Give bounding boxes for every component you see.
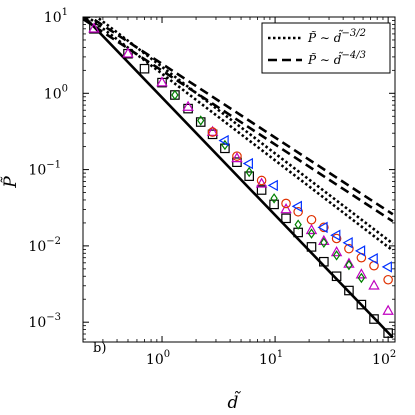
marker-square-16	[319, 256, 329, 267]
axis-ticks: 100 101 102 10−3 10−2 10−1 100 101	[28, 7, 396, 368]
marker-triangle-up-4	[206, 125, 219, 136]
marker-triangle-left-8	[367, 252, 378, 265]
x-tick-label: 102	[372, 349, 396, 368]
marker-diamond-5	[294, 219, 302, 230]
marker-square-12	[269, 199, 279, 210]
y-tick-label: 10−2	[28, 236, 61, 255]
y-tick-label: 101	[44, 7, 68, 26]
x-tick-label: 100	[146, 349, 170, 368]
marker-triangle-up-13	[368, 279, 380, 290]
data-markers	[88, 22, 394, 338]
marker-triangle-up-14	[382, 304, 394, 315]
fit-line-dashed-2	[83, 17, 394, 223]
marker-square-15	[306, 242, 317, 252]
x-axis-title: d̃	[228, 391, 242, 413]
marker-triangle-left-1	[242, 157, 253, 170]
marker-square-13	[281, 213, 291, 224]
marker-circle-2	[256, 175, 267, 186]
marker-circle-5	[306, 214, 317, 225]
marker-triangle-left-0	[218, 134, 229, 147]
marker-triangle-up-2	[156, 76, 168, 87]
marker-square-20	[369, 314, 379, 324]
marker-triangle-up-6	[255, 177, 268, 188]
fit-line-dashed-3	[87, 17, 394, 216]
marker-diamond-0	[171, 89, 179, 101]
legend-box	[261, 22, 391, 74]
marker-diamond-8	[332, 250, 341, 261]
marker-circle-0	[207, 127, 218, 137]
y-axis-title: P̃	[1, 176, 21, 189]
marker-triangle-left-7	[354, 245, 366, 257]
marker-triangle-left-5	[330, 229, 341, 241]
marker-square-19	[356, 299, 367, 310]
marker-triangle-left-6	[342, 237, 353, 249]
marker-circle-7	[331, 233, 342, 244]
marker-diamond-1	[197, 115, 205, 126]
fit-lines	[83, 17, 394, 339]
marker-circle-3	[281, 198, 291, 209]
marker-square-11	[256, 185, 267, 195]
marker-diamond-7	[320, 237, 328, 248]
marker-triangle-left-9	[381, 261, 392, 273]
marker-triangle-up-12	[355, 268, 368, 279]
marker-triangle-up-1	[122, 47, 134, 58]
legend: P̃ ∼ d̃−3/2P̃ ∼ d̃−4/3	[261, 22, 391, 74]
panel-label: b)	[93, 341, 106, 356]
marker-triangle-left-4	[317, 221, 328, 234]
marker-square-6	[195, 117, 206, 127]
y-tick-label: 10−3	[28, 312, 61, 331]
marker-triangle-up-3	[182, 100, 194, 111]
marker-triangle-up-5	[231, 152, 243, 163]
fit-line-solid-4	[83, 17, 394, 339]
marker-triangle-up-7	[280, 203, 292, 214]
marker-triangle-up-9	[318, 234, 330, 246]
marker-diamond-3	[245, 166, 253, 178]
marker-circle-4	[293, 206, 303, 217]
marker-circle-1	[232, 151, 242, 161]
marker-diamond-2	[221, 139, 229, 151]
marker-diamond-4	[270, 193, 278, 204]
marker-triangle-up-11	[343, 257, 355, 268]
x-tick-label: 101	[259, 349, 283, 368]
marker-diamond-10	[357, 272, 366, 284]
marker-circle-11	[383, 274, 393, 285]
y-tick-label: 10−1	[28, 160, 61, 179]
marker-square-17	[331, 271, 342, 282]
marker-triangle-up-0	[88, 22, 100, 33]
marker-diamond-6	[307, 228, 316, 239]
marker-square-18	[344, 285, 354, 296]
marker-square-10	[244, 171, 254, 181]
marker-triangle-left-2	[267, 179, 278, 192]
y-tick-label: 100	[44, 83, 68, 102]
marker-triangle-up-10	[330, 246, 343, 257]
marker-circle-8	[344, 243, 354, 254]
marker-square-2	[139, 63, 150, 74]
marker-triangle-left-3	[291, 200, 302, 213]
marker-diamond-9	[345, 259, 353, 271]
marker-triangle-up-8	[305, 223, 318, 235]
